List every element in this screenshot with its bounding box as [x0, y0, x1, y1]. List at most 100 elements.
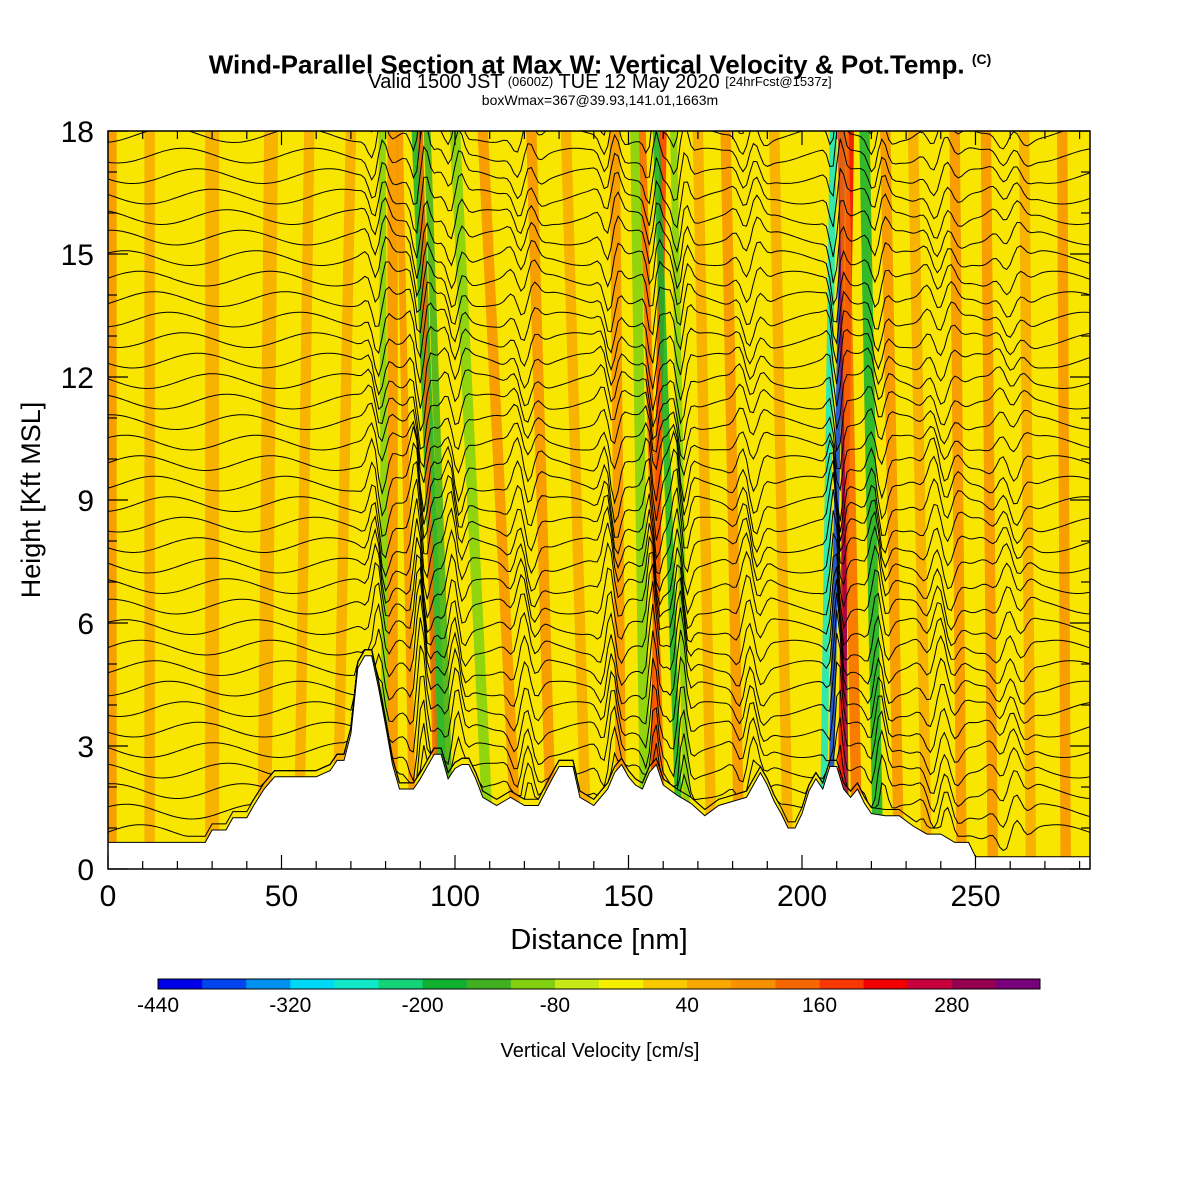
isentrope-line — [108, 214, 1090, 284]
isentropes — [108, 131, 1090, 852]
isentrope-line — [108, 459, 1090, 542]
isentrope-line — [108, 131, 1090, 181]
colorbar: -440 -320 -200 -80 40 160 280 — [137, 978, 1041, 1017]
valid-prefix: Valid 1500 JST — [368, 71, 503, 93]
isentrope-line — [108, 609, 1090, 708]
colorbar-frame — [157, 978, 1041, 990]
colorbar-label: Vertical Velocity [cm/s] — [501, 1040, 700, 1062]
velocity-streak — [560, 131, 593, 869]
velocity-streak — [907, 131, 933, 869]
isentrope-line — [108, 235, 1090, 307]
x-tick-label: 50 — [265, 880, 298, 913]
isentrope-line — [108, 510, 1090, 600]
isentrope-line — [108, 441, 1090, 533]
colorbar-tick-label: -80 — [540, 994, 570, 1017]
colorbar-tick-label: -440 — [137, 994, 179, 1017]
velocity-field — [108, 131, 1090, 869]
colorbar-tick-label: 160 — [802, 994, 837, 1017]
isentrope-line — [108, 324, 1090, 390]
y-tick-label: 3 — [77, 731, 94, 764]
x-axis-label: Distance [nm] — [510, 924, 687, 956]
colorbar-swatch — [687, 979, 732, 989]
isentrope-line — [108, 592, 1090, 687]
colorbar-swatch — [731, 979, 776, 989]
colorbar-swatch — [202, 979, 247, 989]
isentrope-line — [108, 131, 1066, 159]
velocity-streak — [1018, 131, 1037, 869]
colorbar-tick-label: -320 — [269, 994, 311, 1017]
y-tick-label: 15 — [61, 239, 94, 272]
colorbar-tick-label: -200 — [402, 994, 444, 1017]
velocity-streak — [838, 131, 863, 869]
isentrope-line — [108, 345, 1090, 411]
isentrope-line — [108, 632, 1090, 732]
x-tick-label: 100 — [430, 880, 480, 913]
isentrope-line — [108, 649, 1090, 794]
velocity-streak — [838, 131, 850, 869]
velocity-streak — [980, 131, 999, 869]
velocity-streak — [378, 131, 390, 869]
velocity-streak — [692, 131, 717, 869]
y-axis-label: Height [Kft MSL] — [16, 402, 46, 599]
velocity-streak — [949, 131, 967, 869]
y-tick-label: 6 — [77, 608, 94, 641]
colorbar-tick-label: 280 — [934, 994, 969, 1017]
colorbar-swatch — [378, 979, 424, 989]
x-tick-label: 0 — [100, 880, 117, 913]
x-tick-label: 250 — [950, 880, 1000, 913]
isentrope-line — [108, 363, 1090, 432]
colorbar-swatch — [554, 979, 600, 989]
isentrope-line — [108, 301, 1090, 364]
forecast-info: [24hrFcst@1537z] — [725, 74, 832, 89]
valid-time: Valid 1500 JST (0600Z) TUE 12 May 2020 [… — [0, 71, 1200, 93]
velocity-streak — [449, 131, 495, 869]
valid-date: TUE 12 May 2020 — [558, 71, 720, 93]
isentrope-line — [108, 259, 1090, 323]
isentrope-line — [108, 563, 1090, 647]
colorbar-swatch — [775, 979, 820, 989]
terrain — [107, 655, 1091, 870]
velocity-streak — [387, 131, 398, 869]
colorbar-swatch — [290, 979, 335, 989]
colorbar-tick-label: 40 — [676, 994, 699, 1017]
y-tick-label: 12 — [61, 362, 94, 395]
colorbar-swatch — [643, 979, 688, 989]
isentrope-line — [108, 138, 1090, 206]
velocity-streak — [477, 131, 523, 869]
velocity-streak — [769, 131, 794, 869]
colorbar-swatch — [422, 979, 468, 989]
isentrope-line — [108, 471, 1090, 561]
isentrope-line — [108, 426, 1090, 522]
y-axis: 0 3 6 9 12 15 18 — [61, 116, 1090, 887]
colorbar-swatch — [510, 979, 556, 989]
isentrope-line — [108, 489, 1090, 579]
colorbar-swatch — [158, 979, 203, 989]
valid-utc: (0600Z) — [507, 74, 554, 89]
velocity-streak — [331, 131, 357, 869]
velocity-streak — [720, 131, 745, 869]
isentrope-line — [108, 649, 1090, 783]
copyright-mark: (C) — [971, 51, 992, 67]
y-tick-label: 18 — [61, 116, 94, 149]
title-text: Wind-Parallel Section at Max W: Vertical… — [208, 49, 965, 80]
isentrope-line — [108, 383, 1090, 453]
velocity-streak — [880, 131, 905, 869]
colorbar-swatch — [907, 979, 953, 989]
isentrope-line — [108, 191, 1090, 259]
y-tick-label: 0 — [77, 854, 94, 887]
isentrope-line — [369, 131, 873, 136]
isentrope-line — [108, 578, 1090, 668]
velocity-streak — [630, 131, 652, 869]
velocity-streak — [257, 131, 279, 869]
velocity-streak — [526, 131, 558, 869]
isentrope-line — [108, 649, 1090, 754]
isentrope-line — [108, 420, 1090, 492]
isentrope-line — [108, 402, 1090, 470]
x-tick-label: 150 — [603, 880, 653, 913]
x-tick-label: 200 — [777, 880, 827, 913]
colorbar-swatch — [246, 979, 291, 989]
velocity-streak — [423, 131, 455, 869]
velocity-streak — [205, 131, 220, 869]
colorbar-swatch — [819, 979, 865, 989]
